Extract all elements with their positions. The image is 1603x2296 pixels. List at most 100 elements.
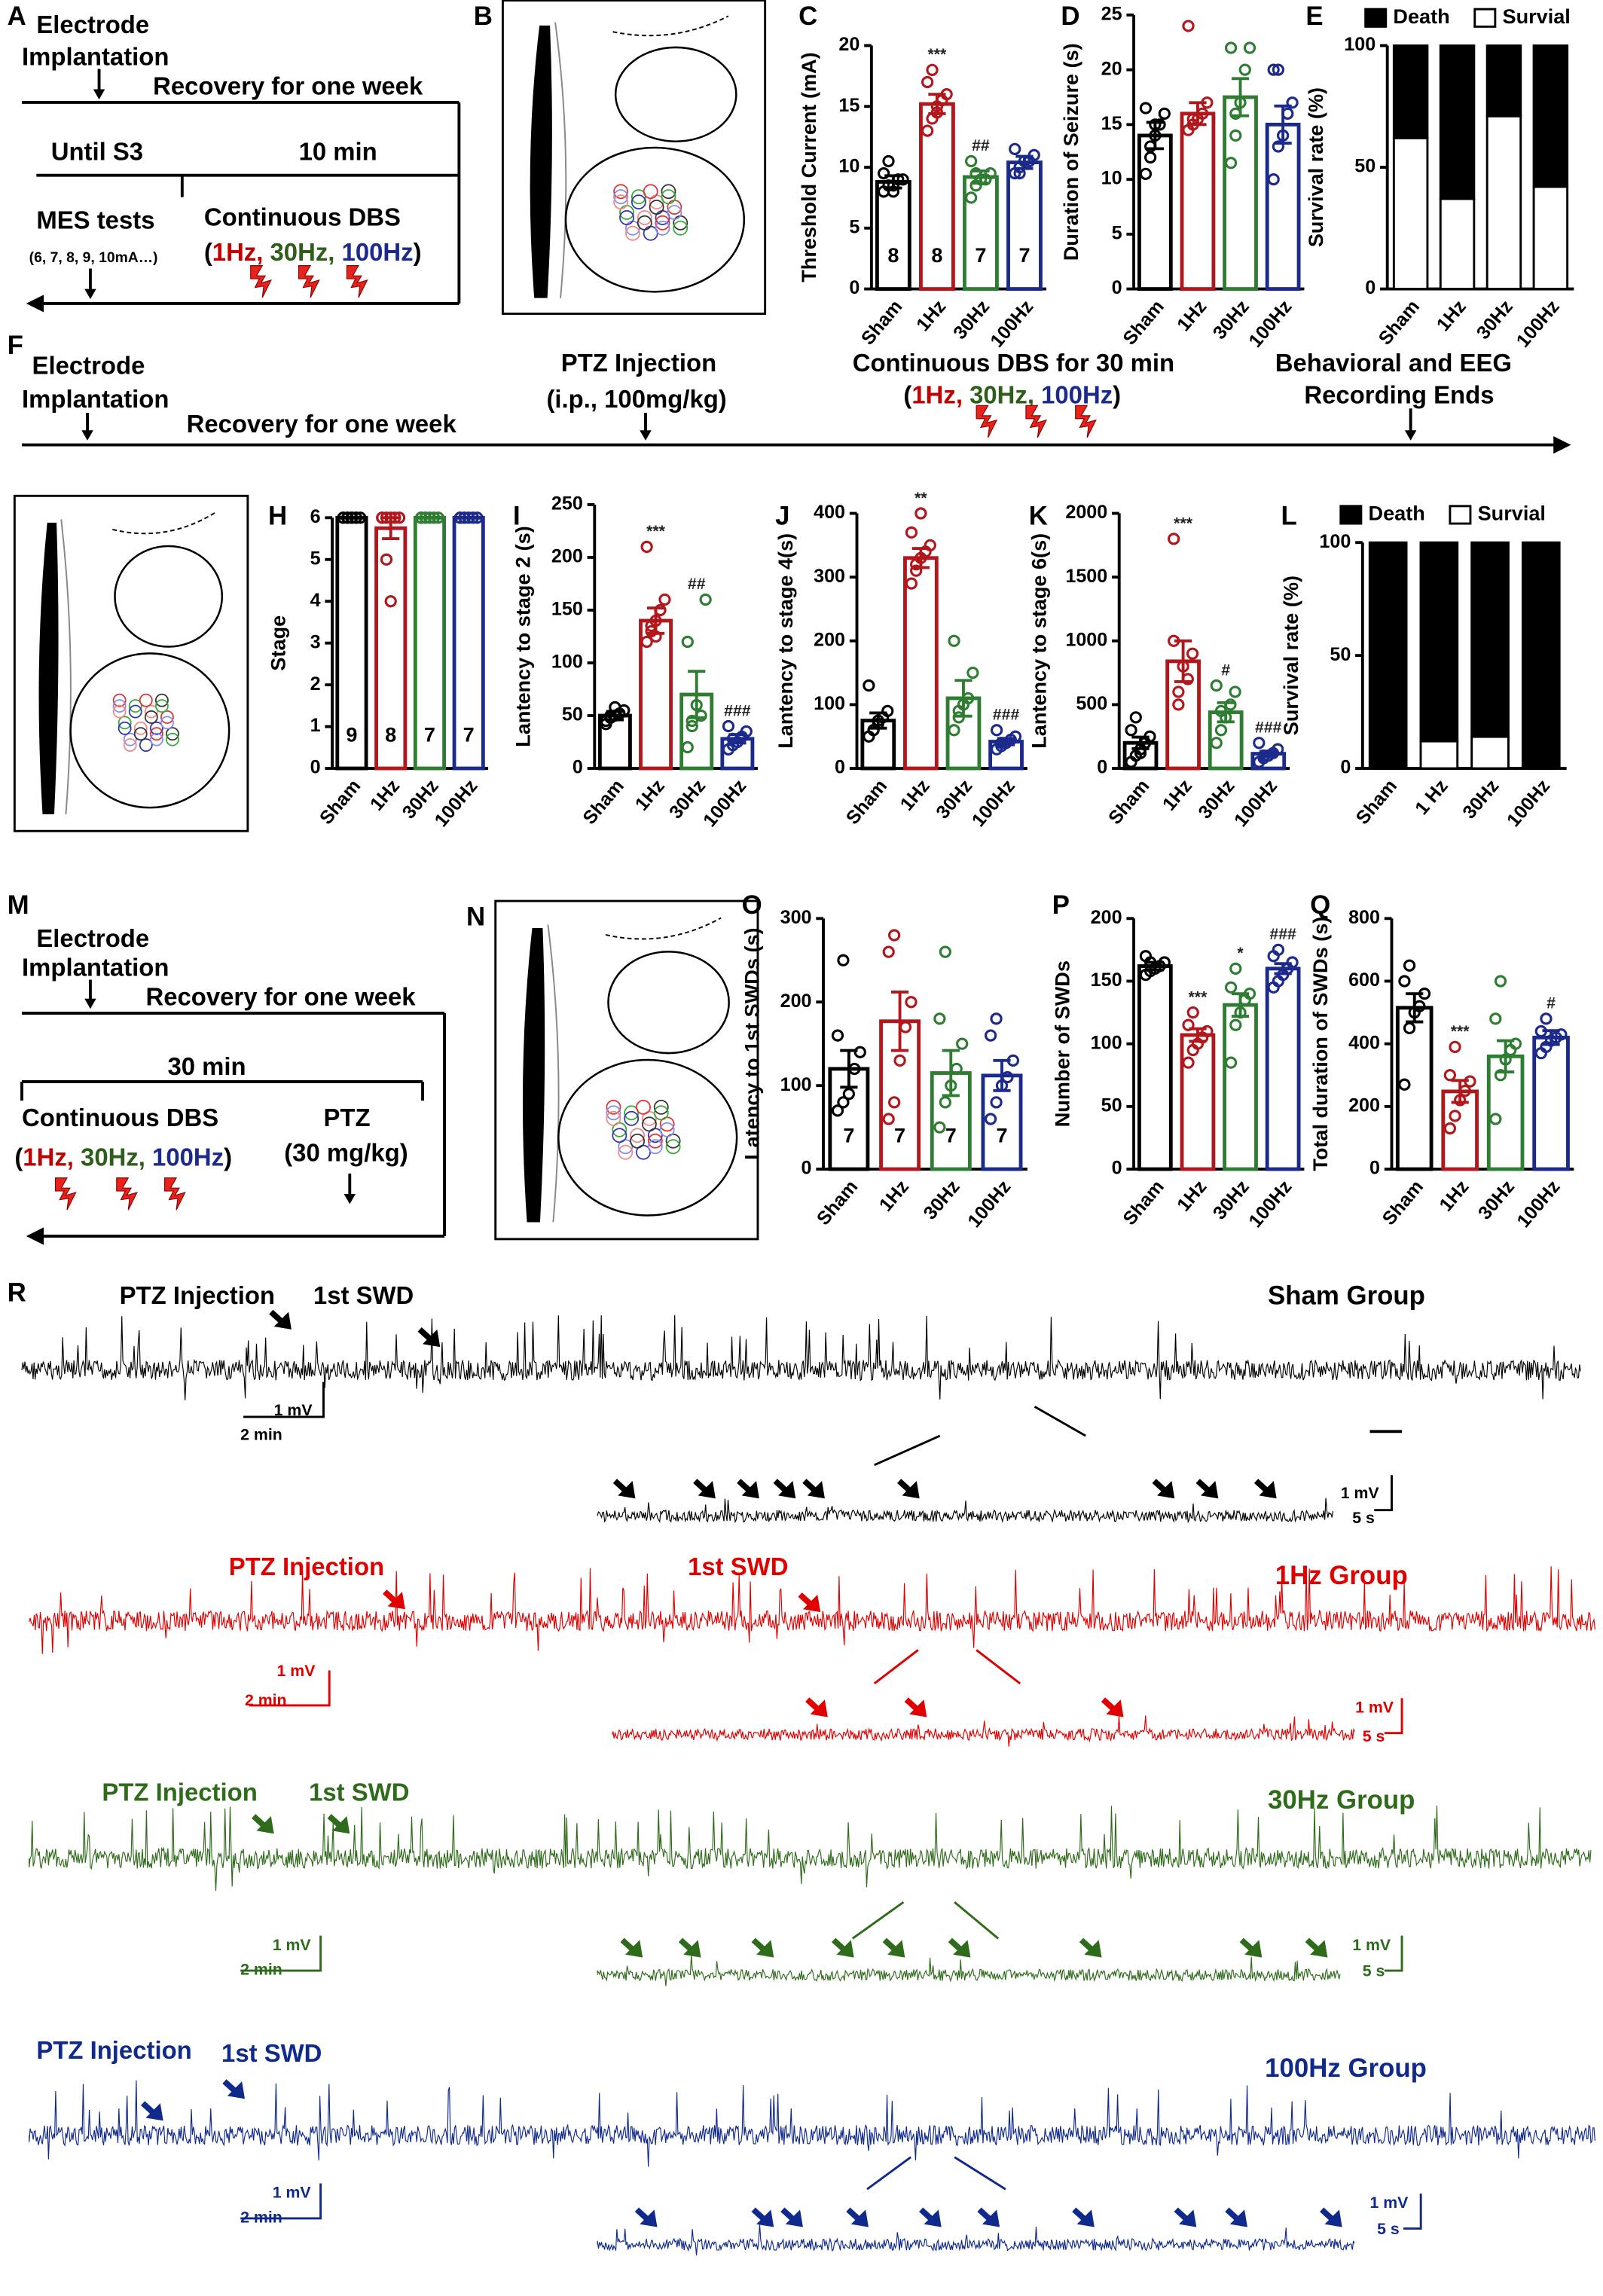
bar [963,175,999,292]
y-axis-label: Threshold Current (mA) [797,52,820,282]
data-point [940,88,953,101]
y-tick-label: 100 [1091,1032,1122,1053]
data-point [952,704,965,718]
electrode-site [643,184,658,200]
data-point [658,593,671,606]
data-point [1499,1053,1512,1066]
arrow-head [1179,2209,1197,2227]
electrode-site [618,1144,634,1160]
data-point [1454,1094,1467,1107]
frequency: 30Hz, [963,380,1034,408]
y-tick-label: 5 [310,548,321,569]
data-point [1001,1070,1014,1084]
arrow-head [836,1940,854,1958]
y-tick-label: 0 [1340,757,1351,778]
y-tick-label: 250 [551,493,583,514]
bar [875,180,911,292]
scale-bar [1374,1475,1393,1512]
y-axis-label: Stage [267,615,290,671]
data-point [995,1079,1009,1092]
data-point [1494,1069,1507,1082]
bar [1180,1033,1216,1171]
electrode-site [160,710,174,724]
n-label: 7 [975,243,986,267]
data-point [910,558,923,571]
arrow-head [807,1481,825,1499]
data-point [1153,118,1166,131]
data-point [1177,660,1189,673]
x-tick-label: Sham [316,776,365,829]
electrode-site [631,194,646,210]
data-point [699,593,712,606]
data-point [1006,1054,1020,1067]
data-point [945,1079,957,1092]
data-point [640,540,653,554]
frequency: ) [414,238,422,266]
x-tick-label: 100Hz [963,1177,1015,1232]
arrow-head [344,1193,356,1204]
y-tick-label: 400 [814,502,845,523]
brain-outline [112,511,216,535]
significance: ## [972,136,990,154]
electrode-site [118,716,132,730]
y-tick-label: 100 [1319,531,1351,552]
x-tick-label: Sham [1119,296,1168,349]
arrow-head [1553,435,1571,454]
significance: ### [1255,718,1282,736]
data-point [948,634,960,647]
data-point [1125,724,1137,737]
bar [374,526,408,771]
n-label: 8 [385,723,396,747]
frequency: 100Hz [334,238,413,266]
data-point [1196,107,1209,120]
data-point [1214,724,1228,737]
significance: # [1221,661,1230,679]
dbs-frequencies: (1Hz, 30Hz, 100Hz) [204,238,422,266]
electrode-site [154,699,169,713]
label: PTZ Injection [561,349,716,377]
zoom-connector [851,1901,905,1940]
arrow-head [909,1699,927,1717]
y-tick-label: 400 [1348,1032,1380,1053]
arrow-head [1244,1940,1263,1958]
data-point [984,1113,997,1125]
data-point [888,929,901,942]
electrode-site [625,225,640,241]
data-point [990,724,1003,737]
arrow-head [756,1940,774,1958]
arrow-head [778,1481,796,1499]
label: Continuous DBS [204,203,401,231]
arrow-head [741,1481,759,1499]
electrode-site [112,699,127,713]
brain-ventricle [522,927,545,1223]
label: 1 mV [274,1401,313,1419]
data-point [1403,959,1416,972]
significance: ### [1269,925,1296,943]
bar-segment [1392,136,1429,291]
data-point [453,511,466,524]
data-point [837,1096,850,1109]
x-tick-label: 30Hz [1473,296,1517,343]
label: PTZ Injection [229,1553,384,1580]
electrode-site [112,704,127,719]
y-tick-label: 100 [814,693,845,714]
data-point [1534,1024,1547,1038]
legend-label: Death [1393,5,1449,28]
x-tick-label: 100Hz [986,296,1037,352]
brain-region [607,951,730,1055]
data-point [1009,142,1021,155]
electrode-site [128,699,142,713]
brain-ventricle [38,522,59,814]
x-tick-label: Sham [857,296,906,349]
label: 5 s [1363,1727,1385,1745]
y-tick-label: 15 [838,95,860,116]
arrow-head [756,2209,774,2227]
data-point [984,167,997,180]
y-tick-label: 4 [310,590,321,611]
bar [903,556,939,771]
data-point [933,1121,946,1134]
data-point [948,724,960,737]
y-tick-label: 5 [849,216,860,237]
data-point [837,954,850,966]
arrow-head [1324,2209,1342,2227]
